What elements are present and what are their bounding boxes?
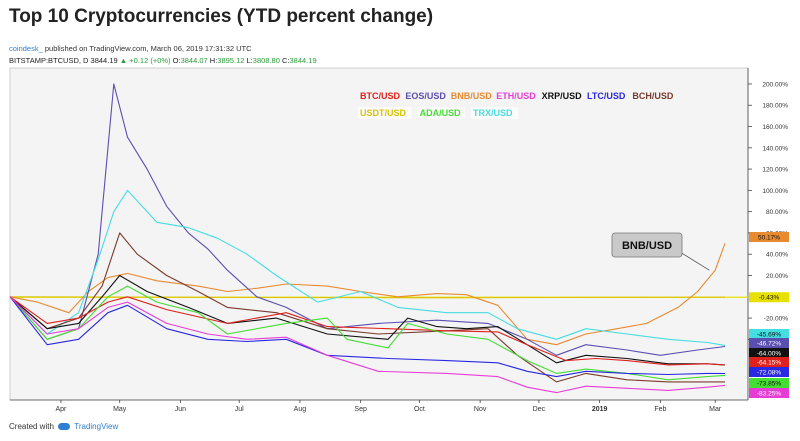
high-label: H: xyxy=(209,56,218,65)
legend-item: BNB/USD xyxy=(451,91,493,101)
series-line-2 xyxy=(9,83,726,356)
x-tick-label: May xyxy=(113,406,127,413)
last-price: 3844.19 xyxy=(90,56,118,65)
legend-item: ETH/USD xyxy=(496,91,536,101)
baseline-value-tag xyxy=(749,292,789,303)
x-tick-label: Mar xyxy=(709,406,722,413)
last-value-label: -73.85% xyxy=(757,381,781,388)
series-line-6 xyxy=(9,296,726,366)
close-label: C: xyxy=(282,56,290,65)
symbol-label: BITSTAMP:BTCUSD, D xyxy=(9,56,89,65)
price-change: ▲ +0.12 (+0%) xyxy=(119,56,171,65)
series-line-7 xyxy=(9,285,726,381)
y-tick-label: 80.00% xyxy=(766,209,788,216)
last-value-label: -46.72% xyxy=(757,341,781,348)
y-tick-label: 20.00% xyxy=(766,273,788,280)
x-tick-label: Oct xyxy=(414,406,425,413)
x-tick-label: Apr xyxy=(55,406,67,413)
chart-title: Top 10 Cryptocurrencies (YTD percent cha… xyxy=(9,6,434,27)
x-tick-label: Aug xyxy=(294,406,307,413)
series-line-4 xyxy=(9,232,725,383)
x-tick-label: Nov xyxy=(474,406,487,413)
y-tick-label: 180.00% xyxy=(762,103,788,110)
last-value-label: 50.17% xyxy=(758,235,780,242)
y-tick-label: -20.00% xyxy=(764,316,788,323)
series-line-0 xyxy=(9,296,726,299)
legend-item: TRX/USD xyxy=(473,108,513,118)
last-value-label: -83.25% xyxy=(757,391,781,398)
last-value-tag xyxy=(749,388,789,398)
legend-item: LTC/USD xyxy=(587,91,626,101)
series-line-9 xyxy=(9,296,726,394)
last-value-label: -72.08% xyxy=(757,370,781,377)
last-value-tag xyxy=(749,329,789,339)
y-tick-label: 200.00% xyxy=(762,81,788,88)
baseline-value-label: -0.43% xyxy=(759,295,780,302)
close-value: 3844.19 xyxy=(289,56,317,65)
x-tick-label: Feb xyxy=(654,406,666,413)
legend-item-bg xyxy=(417,107,465,119)
last-value-tag xyxy=(749,338,789,348)
y-tick-label: 140.00% xyxy=(762,145,788,152)
last-value-tag xyxy=(749,232,789,242)
x-tick-label: Jul xyxy=(235,406,244,413)
last-value-tag xyxy=(749,357,789,367)
annotation-box xyxy=(611,232,683,258)
y-tick-label: 120.00% xyxy=(762,167,788,174)
ohlc-line: BITSTAMP:BTCUSD, D 3844.19 ▲ +0.12 (+0%)… xyxy=(9,56,317,65)
legend-item: USDT/USD xyxy=(360,108,407,118)
last-value-tag xyxy=(749,367,789,377)
footer: Created with TradingView xyxy=(9,422,118,431)
legend-item: EOS/USD xyxy=(405,91,446,101)
published-date: published on TradingView.com, March 06, … xyxy=(44,44,252,53)
last-value-tag xyxy=(749,378,789,388)
y-tick-label: 40.00% xyxy=(766,252,788,259)
footer-prefix: Created with xyxy=(9,422,54,431)
author-link[interactable]: coindesk_ xyxy=(9,44,43,53)
annotation-pointer xyxy=(679,251,710,271)
low-value: 3808.80 xyxy=(252,56,280,65)
low-label: L: xyxy=(246,56,253,65)
series-line-3 xyxy=(9,189,726,346)
series-line-1 xyxy=(9,243,726,346)
open-value: 3844.07 xyxy=(180,56,208,65)
y-tick-label: 100.00% xyxy=(762,188,788,195)
x-tick-label: Sep xyxy=(354,406,367,413)
open-label: O: xyxy=(172,56,181,65)
last-value-label: -45.69% xyxy=(757,332,781,339)
publication-line: coindesk_ published on TradingView.com, … xyxy=(9,44,252,53)
legend-item: XRP/USD xyxy=(542,91,583,101)
y-tick-label: 160.00% xyxy=(762,124,788,131)
last-value-label: -64.15% xyxy=(757,360,781,367)
legend-item: BCH/USD xyxy=(632,91,674,101)
footer-brand[interactable]: TradingView xyxy=(74,422,119,431)
legend-item-bg xyxy=(358,107,412,119)
x-tick-label: Dec xyxy=(533,406,546,413)
series-line-8 xyxy=(9,296,726,378)
x-tick-label: Jun xyxy=(175,406,186,413)
tradingview-icon xyxy=(58,423,71,431)
high-value: 3895.12 xyxy=(217,56,245,65)
legend-item: ADA/USD xyxy=(420,108,462,118)
legend-item-bg xyxy=(471,107,519,119)
annotation-text: BNB/USD xyxy=(622,240,672,252)
last-value-label: -64.00% xyxy=(757,351,781,358)
last-value-tag xyxy=(749,348,789,358)
x-tick-label: 2019 xyxy=(592,406,608,413)
legend-item: BTC/USD xyxy=(360,91,400,101)
